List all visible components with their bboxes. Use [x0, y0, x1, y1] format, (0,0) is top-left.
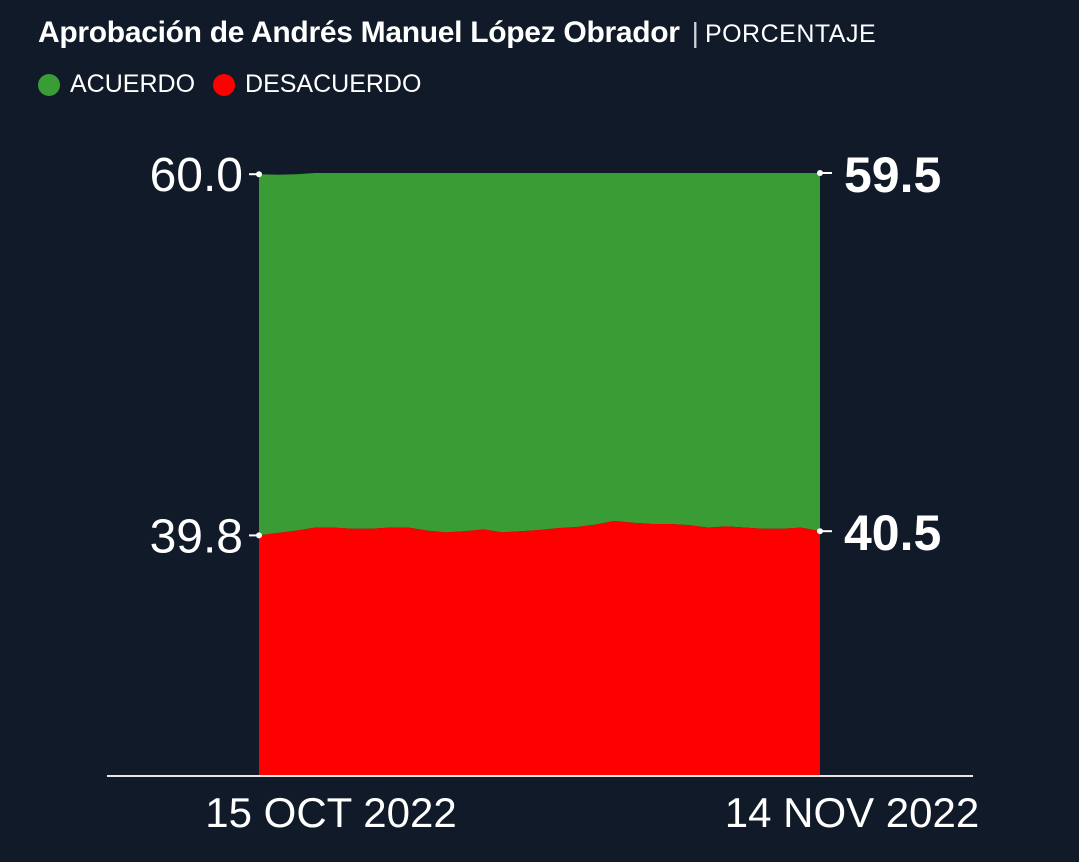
legend-label-acuerdo: ACUERDO [70, 70, 196, 98]
legend-swatch-acuerdo [38, 73, 60, 96]
end-label-desacuerdo: 40.5 [844, 505, 941, 561]
area-desacuerdo [259, 520, 820, 775]
area-acuerdo [259, 173, 820, 536]
x-tick-label-end: 14 NOV 2022 [725, 789, 980, 836]
title-separator: | [691, 17, 699, 48]
legend-swatch-desacuerdo [213, 73, 236, 96]
chart-header: Aprobación de Andrés Manuel López Obrado… [38, 16, 876, 50]
x-tick-label-start: 15 OCT 2022 [205, 789, 456, 836]
legend-item-desacuerdo: DESACUERDO [213, 70, 421, 99]
legend-label-desacuerdo: DESACUERDO [245, 70, 422, 98]
chart-unit-label: PORCENTAJE [704, 20, 877, 48]
chart-legend: ACUERDO DESACUERDO [38, 70, 439, 99]
start-label-desacuerdo: 39.8 [150, 510, 243, 563]
end-label-acuerdo: 59.5 [844, 147, 941, 203]
legend-item-acuerdo: ACUERDO [38, 70, 195, 99]
start-label-acuerdo: 60.0 [150, 149, 243, 202]
chart-title: Aprobación de Andrés Manuel López Obrado… [38, 16, 680, 49]
